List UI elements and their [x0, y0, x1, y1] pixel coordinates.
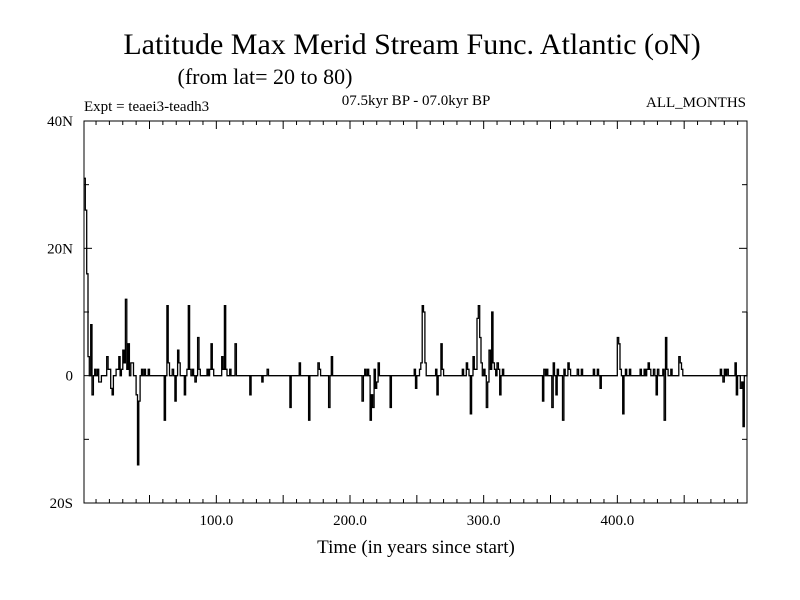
x-tick-label: 200.0	[333, 513, 367, 529]
x-tick-label: 300.0	[467, 513, 501, 529]
x-tick-label: 400.0	[600, 513, 634, 529]
experiment-label: Expt = teaei3-teadh3	[84, 99, 209, 115]
tick-labels: 100.0 200.0 300.0 400.0 40N 20N 0 20S	[47, 114, 634, 529]
x-axis-label: Time (in years since start)	[317, 537, 515, 558]
season-label: ALL_MONTHS	[646, 95, 746, 111]
plot-frame	[83, 120, 748, 504]
series-line	[84, 177, 748, 466]
y-tick-label: 20N	[47, 241, 73, 257]
axis-ticks	[84, 120, 747, 504]
y-tick-label: 40N	[47, 114, 73, 130]
period-label: 07.5kyr BP - 07.0kyr BP	[342, 93, 491, 109]
x-tick-label: 100.0	[199, 513, 233, 529]
y-tick-label: 0	[66, 369, 74, 385]
chart-title: Latitude Max Merid Stream Func. Atlantic…	[123, 28, 700, 61]
chart-subtitle: (from lat= 20 to 80)	[178, 64, 353, 89]
y-tick-label: 20S	[50, 496, 73, 512]
